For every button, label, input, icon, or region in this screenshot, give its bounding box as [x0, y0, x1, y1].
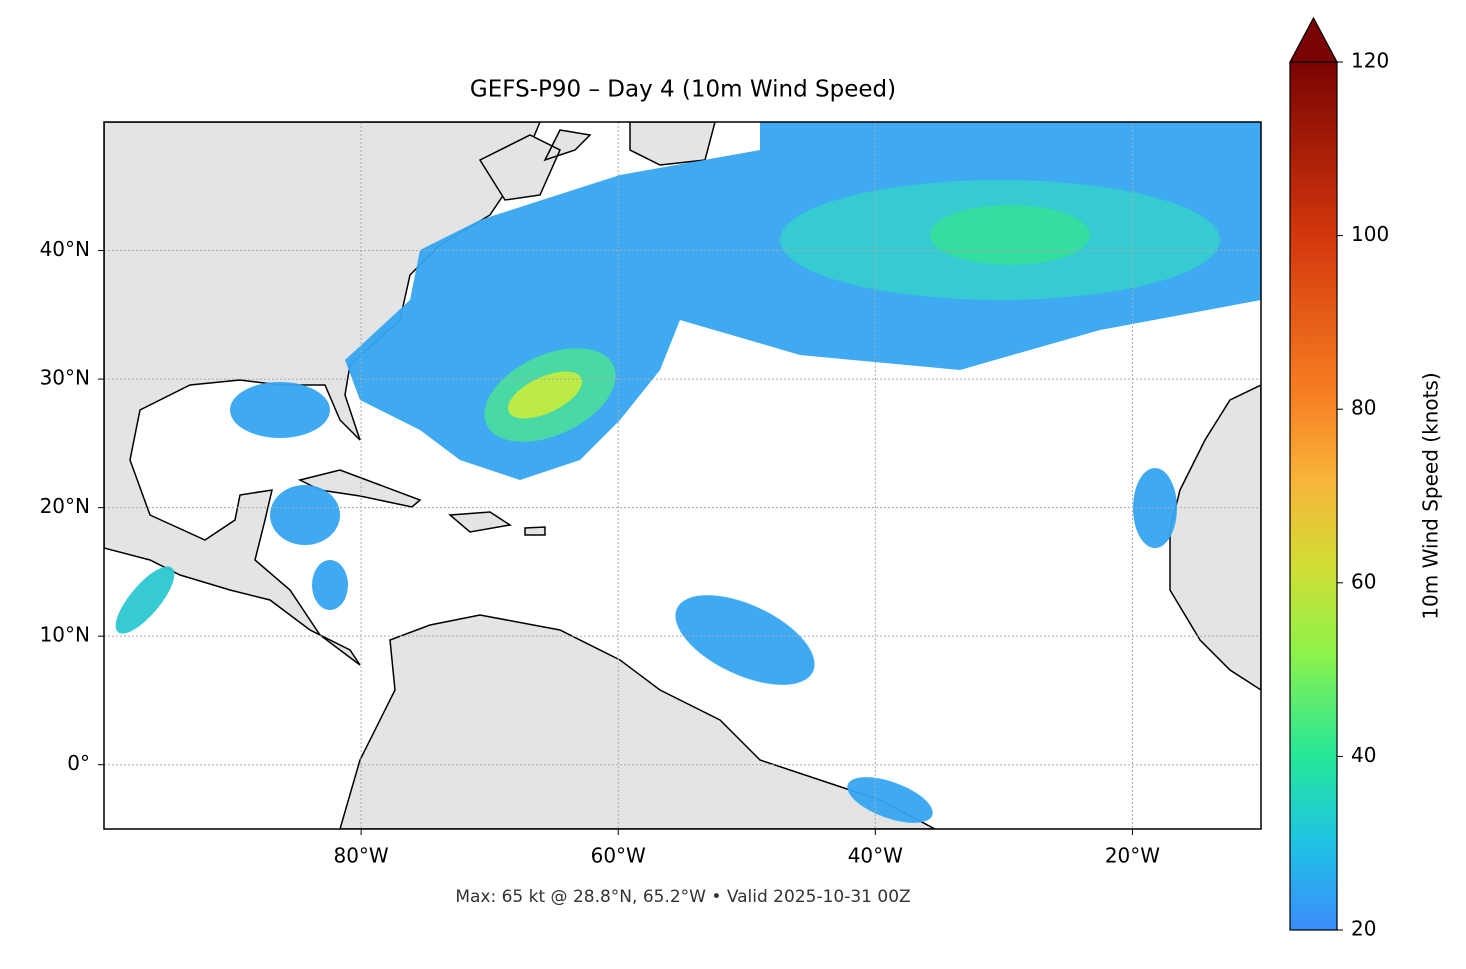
wind-area [115, 566, 175, 634]
north-america [104, 122, 541, 666]
x-tick-label: 20°W [1105, 844, 1160, 868]
colorbar-tick-label: 40 [1351, 743, 1376, 767]
colorbar-tick-label: 60 [1351, 569, 1376, 593]
cuba [297, 469, 422, 508]
colorbar-tick-label: 120 [1351, 49, 1389, 73]
wind-area [1133, 468, 1177, 548]
colorbar-tick-label: 100 [1351, 222, 1389, 246]
y-tick-label: 10°N [40, 623, 90, 647]
map-title: GEFS-P90 – Day 4 (10m Wind Speed) [470, 77, 896, 103]
wind-area [230, 382, 330, 438]
colorbar-tick-label: 80 [1351, 396, 1376, 420]
wind-area [675, 595, 815, 685]
x-tick-label: 80°W [333, 844, 388, 868]
graticule [104, 122, 1261, 829]
wind-field [115, 122, 1261, 823]
map-frame [103, 121, 1262, 830]
atlantic-canada [478, 122, 716, 201]
wind-area [270, 485, 340, 545]
y-tick-label: 30°N [40, 366, 90, 390]
wind-area [312, 560, 348, 610]
map-area [104, 122, 1261, 829]
y-tick-label: 20°N [40, 494, 90, 518]
wind-area [507, 371, 583, 419]
hispaniola [448, 511, 546, 536]
map-note: Max: 65 kt @ 28.8°N, 65.2°W • Valid 2025… [455, 887, 910, 907]
wind-area [847, 777, 933, 823]
x-tick-label: 40°W [848, 844, 903, 868]
africa [1169, 384, 1261, 691]
y-tick-label: 0° [67, 751, 90, 775]
colorbar-tick-label: 20 [1351, 917, 1376, 941]
colorbar [1289, 61, 1338, 931]
colorbar-extend [1288, 16, 1339, 63]
x-tick-label: 60°W [591, 844, 646, 868]
wind-area [930, 205, 1090, 265]
colorbar-label: 10m Wind Speed (knots) [1419, 372, 1443, 619]
y-tick-label: 40°N [40, 237, 90, 261]
